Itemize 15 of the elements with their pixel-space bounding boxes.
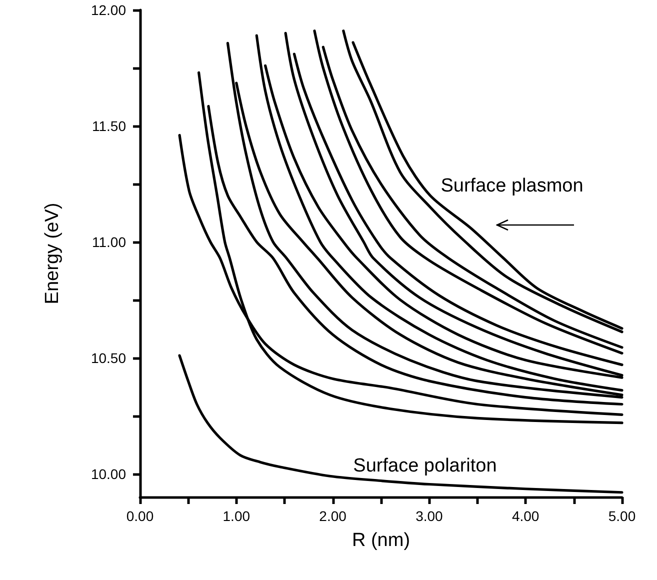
- x-tick-label: 1.00: [222, 508, 250, 524]
- annotation: Surface plasmon: [440, 176, 584, 196]
- y-tick-label: 12.00: [90, 2, 126, 18]
- x-tick-label: 3.00: [416, 508, 444, 524]
- x-tick-label: 5.00: [608, 508, 636, 524]
- x-tick-label: 2.00: [319, 508, 347, 524]
- annotation: Surface polariton: [353, 456, 497, 476]
- x-tick-label: 0.00: [126, 508, 154, 524]
- x-tick-label: 4.00: [512, 508, 540, 524]
- y-tick-label: 10.50: [90, 350, 126, 366]
- y-tick-label: 11.00: [92, 234, 126, 250]
- x-axis-title: R (nm): [352, 530, 410, 551]
- y-tick-label: 10.00: [90, 466, 126, 482]
- y-axis-title: Energy (eV): [42, 202, 63, 304]
- y-tick-label: 11.50: [92, 118, 126, 134]
